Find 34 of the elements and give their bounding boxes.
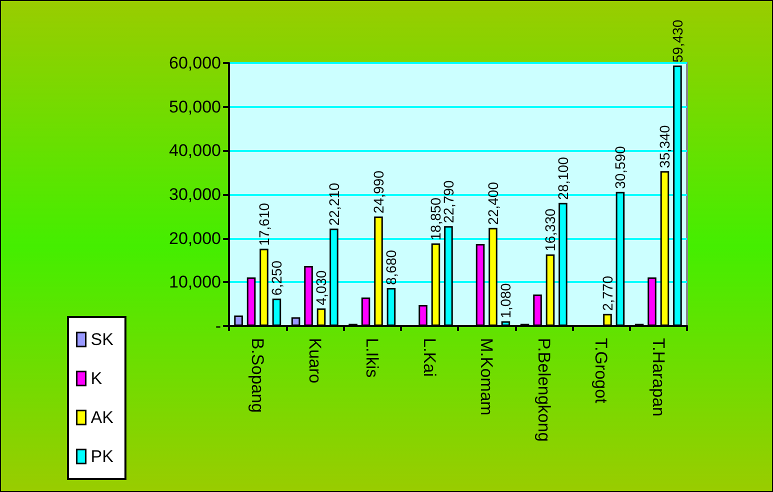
- y-tick-label: -: [215, 316, 221, 336]
- data-label: 17,610: [256, 202, 272, 246]
- x-tick-label: P.Belengkong: [534, 338, 554, 442]
- data-label: 8,680: [383, 250, 400, 285]
- x-tick-label: M.Komam: [477, 338, 496, 416]
- data-label: 2,770: [599, 276, 616, 311]
- x-tick-label: B.Sopang: [248, 338, 268, 413]
- y-tick-label: 60,000: [169, 54, 221, 72]
- data-label: 16,330: [542, 208, 558, 252]
- y-tick-label: 50,000: [169, 97, 221, 116]
- x-tick-label: L.Kai: [420, 338, 439, 377]
- data-label: 1,080: [498, 283, 514, 318]
- legend-label: AK: [90, 408, 114, 427]
- y-tick-label: 30,000: [169, 185, 221, 204]
- x-tick-label: T.Grogot: [592, 338, 611, 404]
- y-tick-label: 40,000: [169, 141, 221, 160]
- data-label: 18,850: [428, 197, 444, 240]
- data-label: 30,590: [612, 146, 628, 189]
- data-label: 22,400: [484, 182, 501, 225]
- data-label: 59,430: [669, 19, 686, 62]
- data-label: 35,340: [656, 125, 673, 168]
- data-label: 22,210: [326, 182, 342, 226]
- x-tick-label: T.Harapan: [648, 338, 668, 416]
- legend-label: PK: [90, 447, 114, 466]
- x-tick-label: Kuaro: [305, 338, 324, 384]
- legend-label: SK: [90, 330, 114, 349]
- y-tick-label: 10,000: [169, 272, 221, 292]
- y-tick-label: 20,000: [169, 228, 221, 248]
- data-label: 24,990: [370, 170, 386, 214]
- data-label: 4,030: [313, 270, 330, 306]
- data-label: 6,250: [268, 260, 285, 296]
- data-label: 28,100: [554, 156, 571, 200]
- x-tick-label: L.Ikis: [362, 338, 382, 378]
- legend-label: K: [90, 369, 103, 388]
